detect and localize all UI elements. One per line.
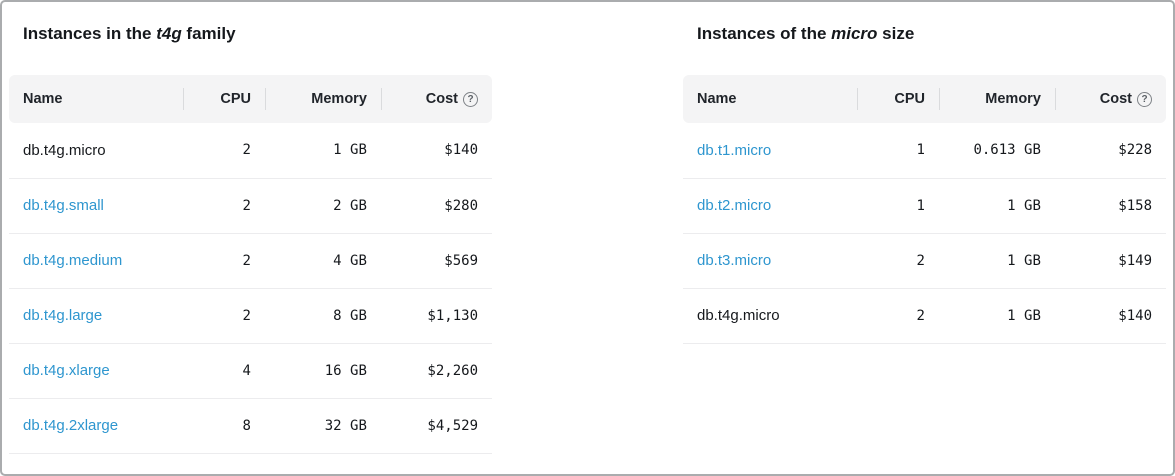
section-title-t4g-family: Instances in the t4g family (23, 23, 492, 45)
column-header-cost: Cost ? (380, 75, 492, 123)
cpu-value: 1 (856, 123, 939, 179)
table-header-row: Name CPU Memory Cost ? (9, 75, 492, 123)
table-row: db.t4g.2xlarge 8 32 GB $4,529 (9, 398, 492, 454)
title-suffix: family (181, 24, 236, 43)
cpu-value: 2 (856, 288, 939, 344)
memory-value: 1 GB (938, 233, 1055, 289)
cost-value: $149 (1054, 233, 1166, 289)
memory-value: 4 GB (264, 233, 381, 289)
table-row: db.t4g.large 2 8 GB $1,130 (9, 288, 492, 344)
cpu-value: 2 (182, 233, 265, 289)
title-suffix: size (877, 24, 915, 43)
cpu-value: 1 (856, 178, 939, 234)
column-header-cpu: CPU (856, 75, 939, 123)
instance-name: db.t4g.micro (697, 307, 780, 324)
cost-value: $4,529 (380, 398, 492, 454)
help-icon[interactable]: ? (463, 91, 478, 107)
cost-header-label: Cost (425, 91, 458, 107)
instance-link[interactable]: db.t3.micro (697, 252, 772, 269)
cpu-value: 2 (182, 123, 265, 179)
memory-value: 0.613 GB (938, 123, 1055, 179)
cpu-value: 2 (182, 178, 265, 234)
memory-value: 8 GB (264, 288, 381, 344)
memory-value: 1 GB (938, 288, 1055, 344)
help-icon[interactable]: ? (1137, 91, 1152, 107)
title-emphasis: t4g (156, 24, 182, 43)
memory-value: 2 GB (264, 178, 381, 234)
instance-link[interactable]: db.t4g.large (23, 307, 103, 324)
table-row: db.t1.micro 1 0.613 GB $228 (683, 123, 1166, 179)
cost-value: $140 (380, 123, 492, 179)
cost-value: $140 (1054, 288, 1166, 344)
memory-value: 1 GB (938, 178, 1055, 234)
instance-link[interactable]: db.t1.micro (697, 141, 772, 159)
table-row: db.t4g.micro 2 1 GB $140 (683, 288, 1166, 344)
table-row: db.t3.micro 2 1 GB $149 (683, 233, 1166, 289)
memory-value: 1 GB (264, 123, 381, 179)
t4g-family-table: Name CPU Memory Cost ? db.t4g.micro 2 1 … (9, 75, 492, 454)
memory-value: 16 GB (264, 343, 381, 399)
cost-value: $228 (1054, 123, 1166, 179)
section-title-micro-size: Instances of the micro size (697, 23, 1166, 45)
cost-value: $280 (380, 178, 492, 234)
instance-link[interactable]: db.t4g.2xlarge (23, 417, 119, 434)
section-micro-size: Instances of the micro size Name CPU Mem… (683, 2, 1166, 474)
column-header-name: Name (683, 75, 857, 123)
cpu-value: 2 (856, 233, 939, 289)
table-row: db.t4g.medium 2 4 GB $569 (9, 233, 492, 289)
table-row: db.t4g.small 2 2 GB $280 (9, 178, 492, 234)
title-prefix: Instances in the (23, 24, 157, 43)
instance-name: db.t4g.micro (23, 141, 106, 159)
section-t4g-family: Instances in the t4g family Name CPU Mem… (9, 2, 492, 474)
micro-size-table: Name CPU Memory Cost ? db.t1.micro 1 0.6… (683, 75, 1166, 344)
cpu-value: 4 (182, 343, 265, 399)
column-header-memory: Memory (264, 75, 381, 123)
cpu-value: 2 (182, 288, 265, 344)
column-header-cpu: CPU (182, 75, 265, 123)
cost-value: $158 (1054, 178, 1166, 234)
cost-value: $2,260 (380, 343, 492, 399)
instance-link[interactable]: db.t2.micro (697, 197, 772, 214)
memory-value: 32 GB (264, 398, 381, 454)
table-row: db.t4g.xlarge 4 16 GB $2,260 (9, 343, 492, 399)
title-prefix: Instances of the (697, 24, 832, 43)
instance-link[interactable]: db.t4g.small (23, 197, 104, 214)
cost-value: $569 (380, 233, 492, 289)
instance-link[interactable]: db.t4g.medium (23, 252, 123, 269)
cost-value: $1,130 (380, 288, 492, 344)
column-header-memory: Memory (938, 75, 1055, 123)
table-header-row: Name CPU Memory Cost ? (683, 75, 1166, 123)
cpu-value: 8 (182, 398, 265, 454)
cost-header-label: Cost (1099, 91, 1132, 107)
title-emphasis: micro (831, 24, 878, 43)
column-header-cost: Cost ? (1054, 75, 1166, 123)
table-row: db.t2.micro 1 1 GB $158 (683, 178, 1166, 234)
table-row: db.t4g.micro 2 1 GB $140 (9, 123, 492, 179)
column-header-name: Name (9, 75, 183, 123)
instance-link[interactable]: db.t4g.xlarge (23, 362, 110, 379)
